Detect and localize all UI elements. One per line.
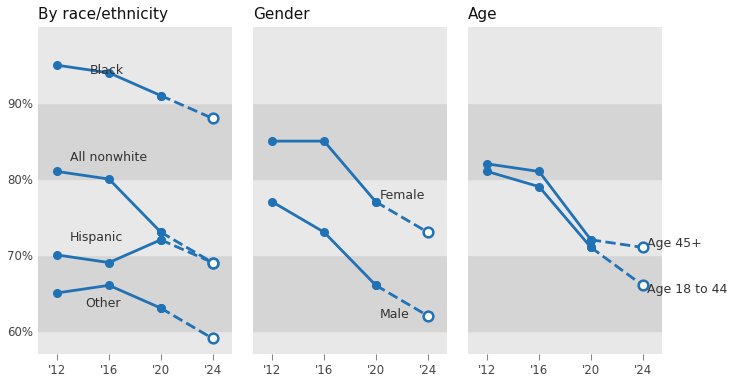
- Bar: [253, 255, 447, 331]
- Bar: [38, 255, 232, 331]
- Text: Age 18 to 44: Age 18 to 44: [646, 283, 727, 296]
- Text: All nonwhite: All nonwhite: [70, 151, 147, 164]
- Text: Gender: Gender: [253, 7, 309, 22]
- Text: Female: Female: [380, 189, 425, 202]
- Bar: [468, 103, 662, 179]
- Bar: [38, 27, 232, 103]
- Text: Male: Male: [380, 308, 409, 321]
- Text: Black: Black: [90, 64, 124, 77]
- Bar: [253, 179, 447, 255]
- Bar: [468, 331, 662, 354]
- Bar: [253, 103, 447, 179]
- Bar: [253, 331, 447, 354]
- Bar: [468, 27, 662, 103]
- Text: By race/ethnicity: By race/ethnicity: [38, 7, 168, 22]
- Text: Other: Other: [85, 297, 121, 310]
- Bar: [253, 27, 447, 103]
- Text: Hispanic: Hispanic: [70, 230, 124, 243]
- Bar: [38, 331, 232, 354]
- Text: Age 45+: Age 45+: [646, 237, 701, 250]
- Bar: [468, 255, 662, 331]
- Text: Age: Age: [468, 7, 498, 22]
- Bar: [468, 179, 662, 255]
- Bar: [38, 179, 232, 255]
- Bar: [38, 103, 232, 179]
